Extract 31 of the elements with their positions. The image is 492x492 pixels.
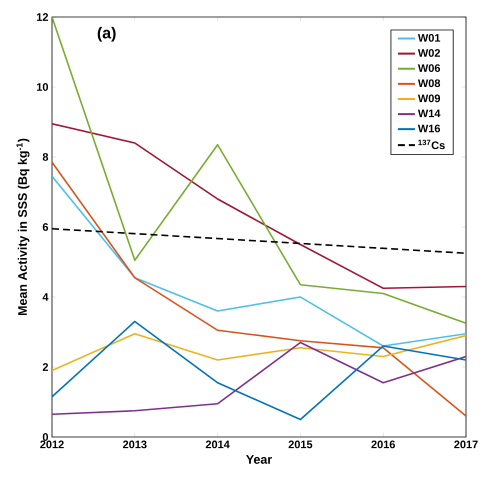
y-tick-label: 12 [36, 13, 48, 21]
legend-label: W09 [418, 94, 440, 102]
line-series [52, 122, 466, 290]
annotation: (a) [98, 26, 116, 42]
line-series [52, 161, 466, 417]
legend-label: W01 [418, 34, 440, 42]
x-tick-label: 2015 [288, 440, 312, 448]
legend-label: W02 [418, 49, 440, 57]
y-tick-label: 4 [42, 293, 48, 301]
line-series [52, 342, 466, 416]
line-series [52, 175, 466, 347]
legend-label: W16 [418, 124, 440, 132]
legend-label: $^{137}$Cs [418, 140, 445, 150]
line-series [52, 320, 466, 420]
x-tick-label: 2014 [206, 440, 230, 448]
x-tick-label: 2017 [454, 440, 478, 448]
y-axis-title: Mean Activity in SSS (Bq kg$^{-1}$) [16, 138, 30, 316]
y-tick-label: 2 [42, 363, 48, 371]
x-tick-label: 2012 [40, 440, 64, 448]
y-tick-label: 0 [42, 433, 48, 441]
legend-label: W08 [418, 79, 440, 88]
y-tick-label: 10 [36, 83, 48, 91]
x-tick-label: 2016 [371, 440, 395, 448]
x-tick-label: 2013 [122, 440, 147, 448]
legend-label: W14 [418, 110, 440, 118]
line-series [52, 332, 466, 372]
y-tick-label: 6 [42, 223, 48, 231]
x-axis-title: Year [246, 455, 272, 464]
y-tick-label: 8 [42, 153, 48, 161]
legend-label: W06 [418, 64, 440, 72]
line-series [52, 16, 466, 324]
